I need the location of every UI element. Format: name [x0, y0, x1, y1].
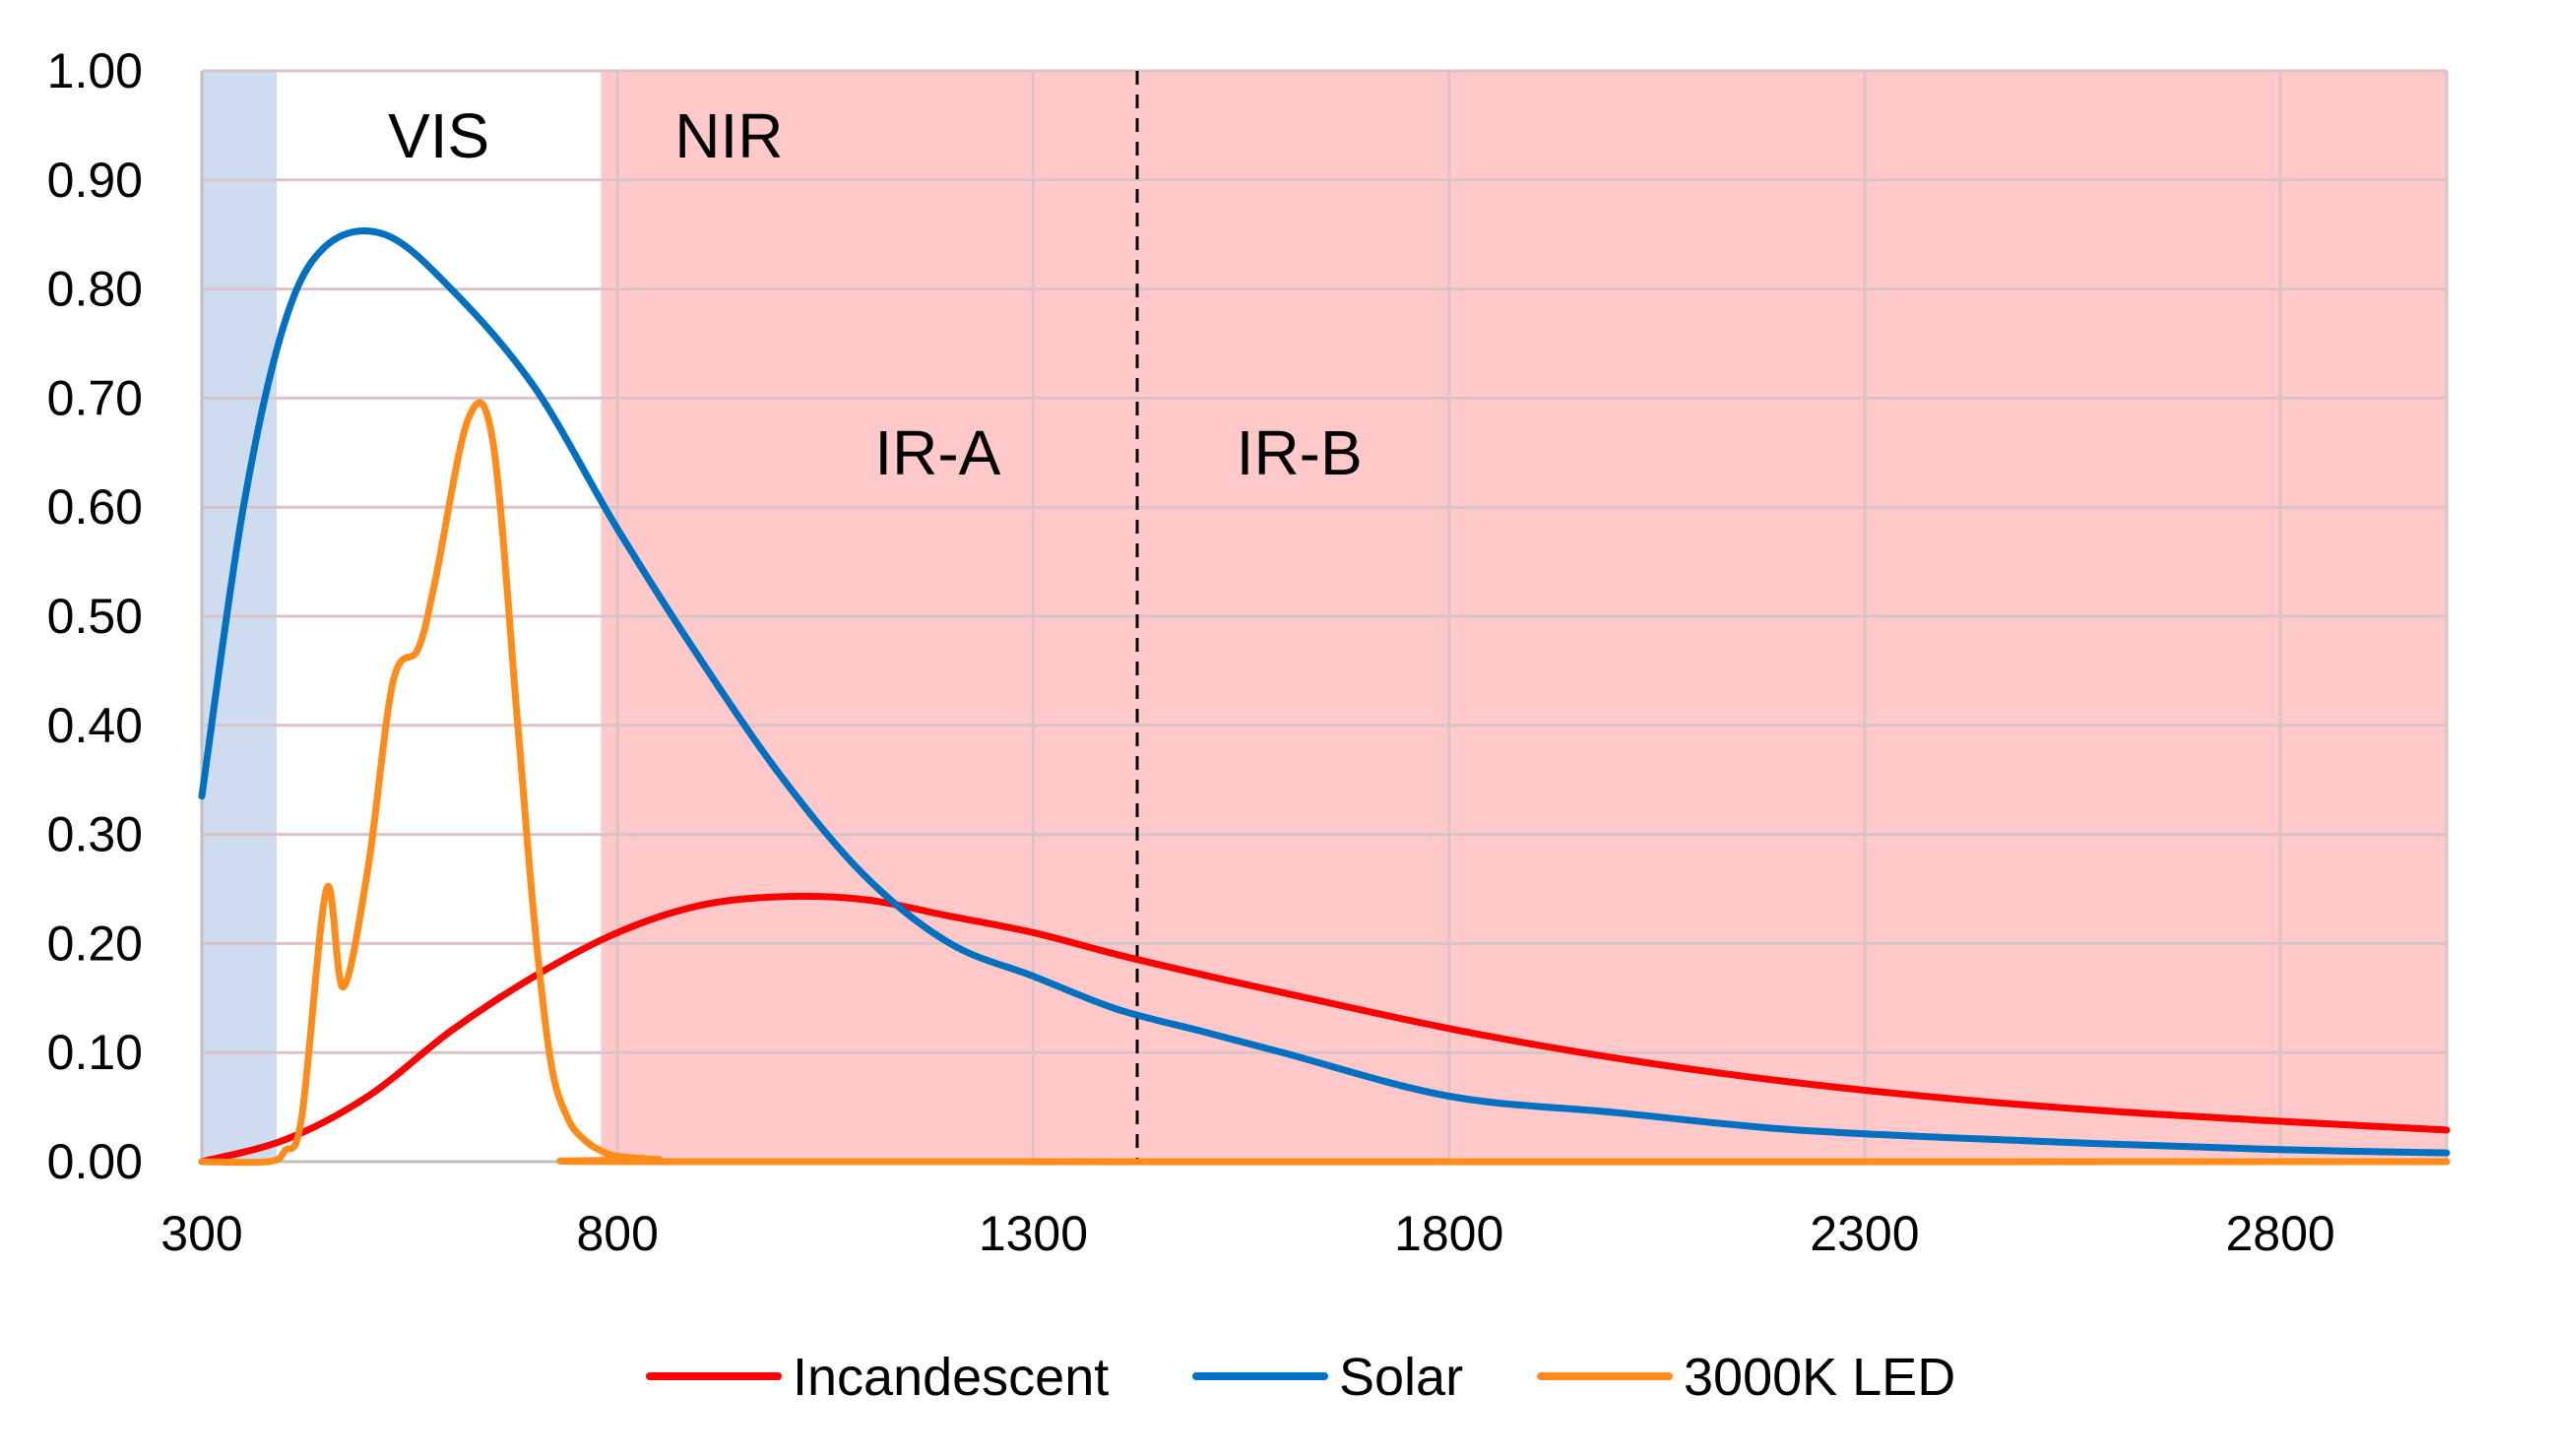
x-tick-label: 1800	[1394, 1206, 1503, 1261]
series-line-3000k-led	[198, 399, 2451, 1167]
legend-label-solar: Solar	[1339, 1348, 1463, 1407]
y-tick-label: 0.90	[47, 153, 143, 208]
y-tick-label: 0.40	[47, 698, 143, 753]
legend-label-3000k-led: 3000K LED	[1684, 1348, 1955, 1407]
legend: Incandescent Solar 3000K LED	[646, 1348, 1955, 1407]
y-tick-label: 0.10	[47, 1025, 143, 1080]
region-label-vis: VIS	[388, 100, 489, 171]
x-tick-label: 2300	[1810, 1206, 1919, 1261]
legend-label-incandescent: Incandescent	[793, 1348, 1109, 1407]
region-label-nir: NIR	[674, 100, 783, 171]
y-tick-label: 0.70	[47, 370, 143, 425]
x-tick-label: 1300	[979, 1206, 1088, 1261]
y-tick-label: 0.20	[47, 916, 143, 971]
annotation-ir-b: IR-B	[1237, 417, 1363, 488]
series-line-solar	[198, 227, 2451, 1157]
y-tick-label: 0.00	[47, 1134, 143, 1189]
series-line-incandescent	[198, 892, 2451, 1166]
x-tick-label: 2800	[2225, 1206, 2334, 1261]
y-tick-label: 0.60	[47, 479, 143, 535]
y-tick-label: 1.00	[47, 43, 143, 98]
x-tick-label: 800	[577, 1206, 659, 1261]
annotation-ir-a: IR-A	[874, 417, 1000, 488]
y-tick-label: 0.80	[47, 262, 143, 317]
series-lines	[198, 227, 2451, 1167]
tick-labels: 0.00 0.10 0.20 0.30 0.40 0.50 0.60 0.70 0.80 0.90…	[47, 43, 2335, 1261]
y-tick-label: 0.30	[47, 807, 143, 862]
x-tick-label: 300	[160, 1206, 242, 1261]
region-annotations: VIS NIR IR-A IR-B	[388, 100, 1363, 488]
y-tick-label: 0.50	[47, 589, 143, 644]
